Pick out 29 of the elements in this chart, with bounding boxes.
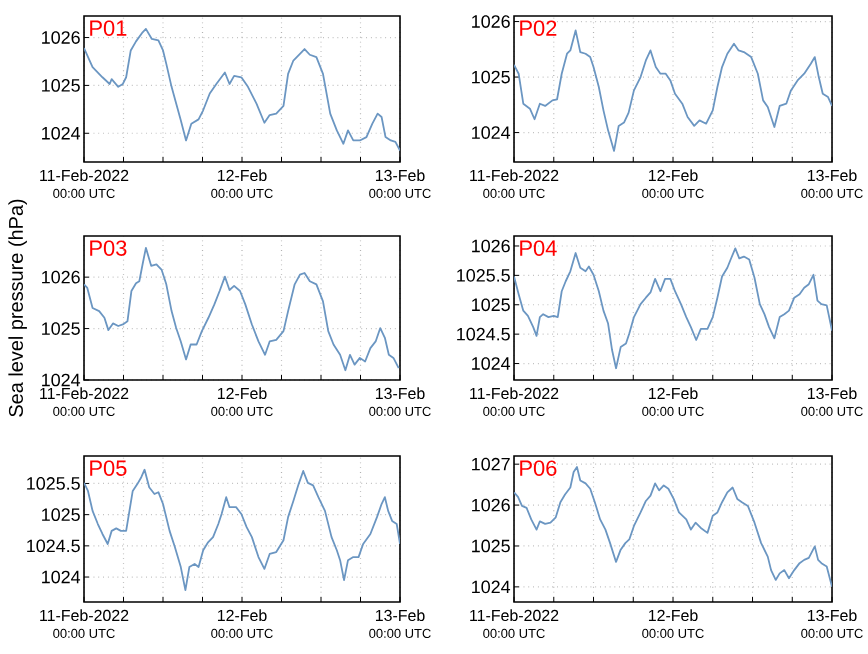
y-tick-label: 1025 xyxy=(42,79,80,92)
y-tick-label: 1025.5 xyxy=(27,477,80,490)
chart-title: P05 xyxy=(90,460,127,476)
chart-title: P01 xyxy=(90,20,127,36)
y-tick-label: 1024.5 xyxy=(27,539,80,553)
y-tick-label: 1025 xyxy=(472,70,510,84)
chart-title: P03 xyxy=(90,240,127,256)
y-tick-label: 1024 xyxy=(42,373,81,387)
y-tick-label: 1025 xyxy=(42,322,80,335)
y-tick-label: 1026 xyxy=(42,31,80,44)
y-tick-label: 1024.5 xyxy=(457,327,510,341)
y-tick-label: 1025 xyxy=(472,298,510,312)
y-tick-label: 1026 xyxy=(42,270,80,284)
y-tick-label: 1027 xyxy=(472,457,510,471)
chart-title: P06 xyxy=(520,460,557,476)
y-tick-label: 1024 xyxy=(472,357,511,370)
y-tick-label: 1026 xyxy=(472,498,510,512)
y-axis-title: Sea level pressure (hPa) xyxy=(8,199,27,417)
y-tick-label: 1024 xyxy=(472,580,511,594)
y-tick-label: 1025.5 xyxy=(457,269,510,282)
y-tick-label: 1025 xyxy=(472,539,510,553)
y-tick-label: 1024 xyxy=(472,126,511,139)
y-tick-label: 1026 xyxy=(472,239,510,253)
y-tick-label: 1024 xyxy=(42,570,81,584)
y-tick-label: 1025 xyxy=(42,508,80,522)
y-tick-label: 1026 xyxy=(472,15,510,28)
y-tick-label: 1024 xyxy=(42,126,81,140)
chart-title: P02 xyxy=(520,20,557,36)
chart-title: P04 xyxy=(520,240,557,256)
